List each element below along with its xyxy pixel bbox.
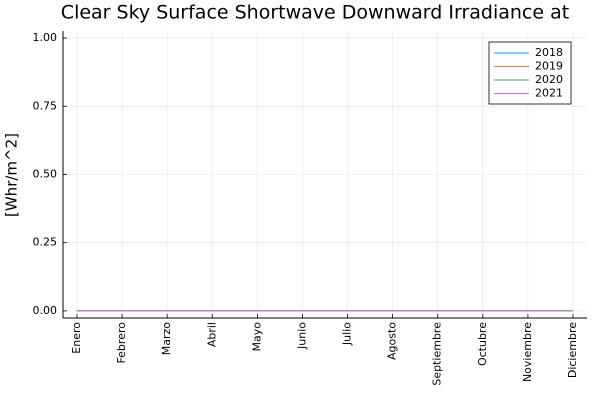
x-tick-label: Noviembre: [521, 322, 534, 382]
chart-title: Clear Sky Surface Shortwave Downward Irr…: [61, 2, 569, 24]
x-tick-label: Septiembre: [431, 322, 444, 386]
x-tick-label: Julio: [341, 322, 354, 346]
x-tick-label: Diciembre: [566, 322, 579, 378]
y-tick-label: 0.25: [33, 236, 58, 249]
y-tick-label: 0.50: [33, 168, 58, 181]
x-tick-label: Junio: [295, 322, 308, 350]
legend-label: 2020: [535, 73, 563, 86]
y-tick-label: 0.00: [33, 304, 58, 317]
x-tick-label: Marzo: [160, 322, 173, 356]
y-tick-label: 1.00: [33, 31, 58, 44]
x-tick-label: Mayo: [250, 322, 263, 352]
legend-label: 2019: [535, 60, 563, 73]
y-tick-label: 0.75: [33, 99, 58, 112]
legend-label: 2018: [535, 46, 563, 59]
x-tick-label: Abril: [205, 322, 218, 347]
legend-label: 2021: [535, 87, 563, 100]
x-tick-label: Agosto: [386, 322, 399, 360]
y-axis-label: [Whr/m^2]: [3, 133, 21, 217]
x-tick-label: Febrero: [115, 322, 128, 364]
x-tick-label: Enero: [70, 322, 83, 354]
x-tick-label: Octubre: [476, 322, 489, 366]
